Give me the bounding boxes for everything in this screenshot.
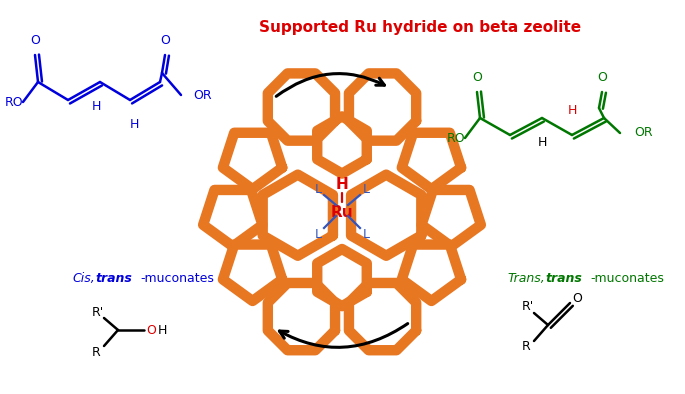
Text: OR: OR — [193, 89, 212, 102]
Text: Cis,: Cis, — [72, 272, 95, 285]
Text: L: L — [314, 227, 321, 240]
Text: OR: OR — [634, 126, 653, 139]
Text: RO: RO — [5, 95, 23, 108]
Text: L: L — [362, 182, 369, 195]
Text: O: O — [30, 34, 40, 47]
Text: RO: RO — [447, 132, 466, 145]
Text: H: H — [129, 118, 138, 131]
Text: -muconates: -muconates — [590, 272, 664, 285]
Text: H: H — [567, 104, 577, 117]
Text: O: O — [472, 71, 482, 84]
Text: H: H — [91, 100, 101, 113]
Text: Trans,: Trans, — [508, 272, 545, 285]
Text: R': R' — [522, 301, 534, 314]
Text: O: O — [572, 292, 582, 305]
Text: -muconates: -muconates — [140, 272, 214, 285]
Text: Supported Ru hydride on beta zeolite: Supported Ru hydride on beta zeolite — [259, 20, 581, 35]
FancyArrowPatch shape — [276, 74, 384, 96]
Text: R: R — [92, 346, 101, 359]
Text: L: L — [362, 227, 369, 240]
Text: H: H — [158, 323, 167, 336]
Text: Ru: Ru — [331, 204, 353, 219]
Text: H: H — [537, 136, 547, 149]
Text: R': R' — [92, 305, 104, 318]
Text: O: O — [146, 323, 156, 336]
Text: O: O — [160, 34, 170, 47]
Text: R: R — [521, 340, 530, 353]
Text: H: H — [336, 177, 349, 191]
Text: O: O — [597, 71, 607, 84]
FancyArrowPatch shape — [279, 323, 408, 348]
Text: L: L — [314, 182, 321, 195]
Text: trans: trans — [95, 272, 132, 285]
Text: trans: trans — [545, 272, 582, 285]
